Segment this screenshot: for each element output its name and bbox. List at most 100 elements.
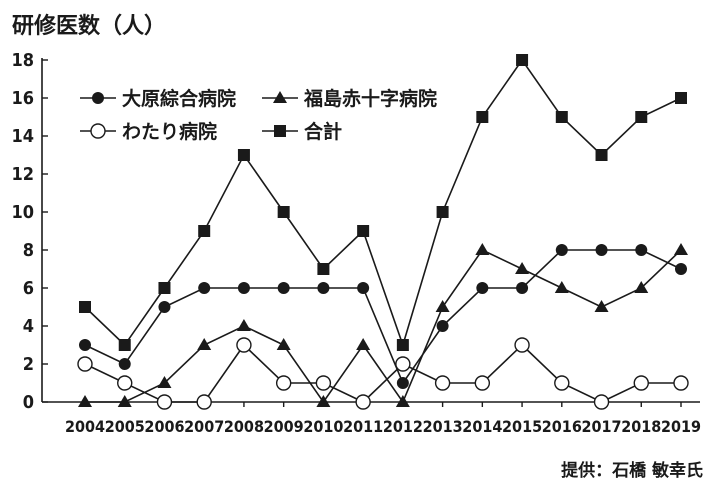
data-point bbox=[158, 301, 171, 313]
x-tick-label: 2012 bbox=[383, 417, 423, 436]
data-point bbox=[198, 225, 211, 237]
data-point bbox=[516, 54, 529, 66]
x-tick-label: 2006 bbox=[144, 417, 184, 436]
y-tick-label: 18 bbox=[11, 50, 34, 71]
data-point bbox=[198, 282, 211, 294]
data-point bbox=[555, 244, 568, 256]
data-point bbox=[395, 356, 411, 372]
data-point bbox=[595, 149, 608, 161]
data-point bbox=[474, 375, 491, 391]
y-tick-label: 4 bbox=[23, 316, 34, 337]
data-point bbox=[673, 375, 689, 391]
data-point bbox=[237, 149, 250, 161]
data-point bbox=[554, 375, 570, 391]
data-point bbox=[476, 282, 489, 294]
legend-label: 合計 bbox=[304, 120, 342, 143]
data-point bbox=[436, 320, 449, 332]
data-point bbox=[396, 339, 409, 351]
data-point bbox=[77, 356, 93, 372]
x-tick-label: 2011 bbox=[343, 417, 383, 436]
data-point bbox=[396, 377, 409, 389]
data-point bbox=[275, 375, 292, 391]
data-point bbox=[315, 375, 332, 391]
legend-marker bbox=[274, 125, 286, 137]
data-point bbox=[117, 395, 132, 407]
data-point bbox=[355, 394, 371, 410]
data-point bbox=[595, 244, 608, 256]
y-tick-label: 2 bbox=[23, 354, 34, 375]
data-point bbox=[78, 395, 92, 407]
data-point bbox=[276, 338, 291, 350]
legend-label: 福島赤十字病院 bbox=[303, 87, 437, 110]
data-point bbox=[635, 244, 648, 256]
data-point bbox=[236, 337, 252, 353]
data-point bbox=[475, 243, 490, 255]
data-point bbox=[118, 358, 131, 370]
data-point bbox=[514, 337, 530, 353]
data-point bbox=[236, 319, 251, 331]
data-point bbox=[158, 282, 171, 294]
x-tick-label: 2016 bbox=[542, 417, 582, 436]
data-point bbox=[157, 376, 172, 388]
y-tick-label: 8 bbox=[23, 240, 34, 261]
data-point bbox=[317, 263, 330, 275]
data-point bbox=[594, 300, 609, 312]
data-point bbox=[674, 243, 688, 255]
data-point bbox=[435, 300, 450, 312]
y-tick-label: 14 bbox=[11, 126, 34, 147]
data-point bbox=[515, 262, 530, 274]
data-point bbox=[196, 394, 212, 410]
x-tick-label: 2014 bbox=[462, 417, 502, 436]
legend-marker bbox=[273, 91, 287, 103]
legend-marker bbox=[90, 123, 106, 139]
x-tick-label: 2017 bbox=[582, 417, 622, 436]
series-line bbox=[85, 248, 682, 404]
x-tick-label: 2015 bbox=[502, 417, 542, 436]
data-point bbox=[555, 111, 568, 123]
data-point bbox=[277, 206, 290, 218]
data-point bbox=[436, 206, 449, 218]
y-tick-label: 12 bbox=[11, 164, 34, 185]
y-tick-label: 6 bbox=[23, 278, 34, 299]
legend-marker bbox=[92, 92, 104, 104]
data-point bbox=[237, 282, 250, 294]
data-point bbox=[277, 282, 290, 294]
x-tick-label: 2007 bbox=[184, 417, 224, 436]
image-credit: 提供：石橋 敏幸氏 bbox=[561, 461, 703, 481]
data-point bbox=[554, 281, 569, 293]
x-tick-label: 2013 bbox=[423, 417, 463, 436]
data-point bbox=[634, 281, 649, 293]
data-point bbox=[316, 395, 331, 407]
data-point bbox=[317, 282, 330, 294]
data-point bbox=[118, 339, 131, 351]
data-point bbox=[675, 263, 687, 275]
data-point bbox=[395, 395, 410, 407]
x-tick-label: 2019 bbox=[661, 417, 701, 436]
data-point bbox=[356, 338, 371, 350]
x-tick-label: 2018 bbox=[621, 417, 661, 436]
series-line bbox=[84, 58, 682, 348]
data-point bbox=[516, 282, 529, 294]
y-tick-label: 10 bbox=[11, 202, 34, 223]
data-point bbox=[434, 375, 451, 391]
series-line bbox=[84, 249, 682, 385]
data-point bbox=[476, 111, 489, 123]
data-point bbox=[357, 225, 370, 237]
data-point bbox=[79, 339, 91, 351]
x-tick-label: 2004 bbox=[65, 417, 105, 436]
x-tick-label: 2010 bbox=[303, 417, 343, 436]
data-point bbox=[357, 282, 370, 294]
x-tick-label: 2005 bbox=[105, 417, 145, 436]
data-point bbox=[79, 301, 91, 313]
data-point bbox=[675, 92, 687, 104]
data-point bbox=[633, 375, 649, 391]
y-tick-label: 0 bbox=[23, 392, 34, 413]
legend-label: 大原綜合病院 bbox=[122, 87, 236, 110]
data-point bbox=[117, 375, 133, 391]
data-point bbox=[593, 394, 610, 410]
data-point bbox=[156, 394, 173, 410]
x-tick-label: 2008 bbox=[224, 417, 264, 436]
data-point bbox=[197, 338, 212, 350]
y-axis-title: 研修医数（人） bbox=[12, 14, 167, 39]
